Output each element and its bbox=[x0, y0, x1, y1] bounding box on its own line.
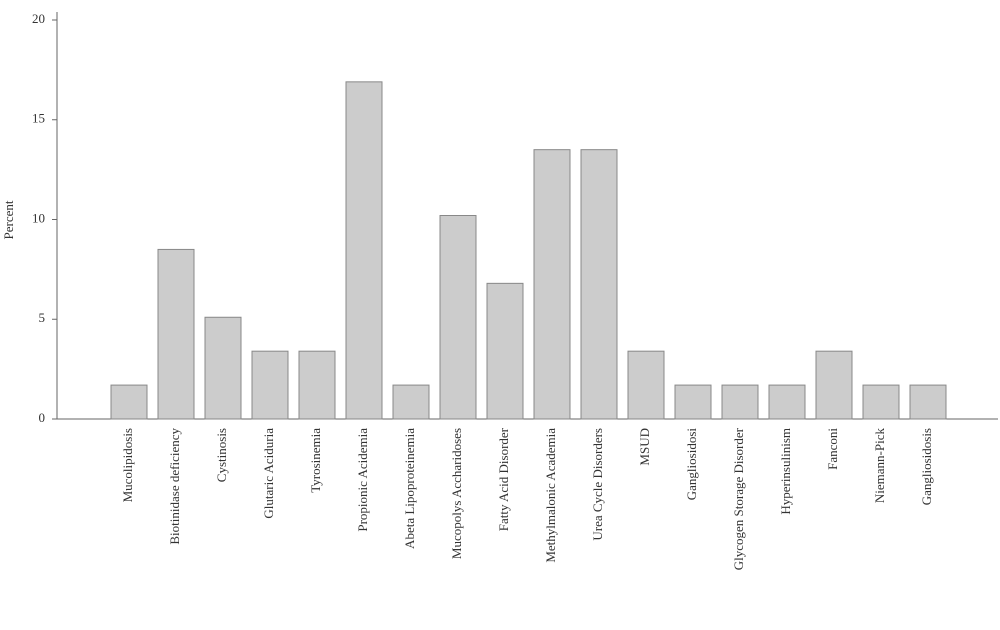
x-tick-label: Mucopolys Accharidoses bbox=[449, 428, 464, 559]
x-tick-label: Gangliosidosis bbox=[919, 428, 934, 505]
x-tick-label: Gangliosidosi bbox=[684, 428, 699, 501]
y-tick-label: 5 bbox=[39, 310, 46, 325]
x-tick-label: MSUD bbox=[637, 428, 652, 466]
x-tick-label: Mucolipidosis bbox=[120, 428, 135, 502]
bar bbox=[674, 384, 712, 420]
x-tick-label: Hyperinsulinism bbox=[778, 428, 793, 515]
bar bbox=[862, 384, 900, 420]
x-tick-label: Fanconi bbox=[825, 428, 840, 470]
x-tick-label: Glycogen Storage Disorder bbox=[731, 427, 746, 570]
bar bbox=[768, 384, 806, 420]
bar bbox=[721, 384, 759, 420]
x-tick-label: Glutaric Aciduria bbox=[261, 428, 276, 519]
bar bbox=[110, 384, 148, 420]
bar bbox=[157, 248, 195, 420]
bar bbox=[439, 215, 477, 420]
x-tick-label: Urea Cycle Disorders bbox=[590, 428, 605, 541]
y-tick-label: 0 bbox=[39, 410, 46, 425]
x-tick-label: Tyrosinemia bbox=[308, 428, 323, 493]
bar bbox=[204, 316, 242, 420]
bar bbox=[251, 350, 289, 420]
y-axis-label: Percent bbox=[1, 200, 16, 239]
bar bbox=[815, 350, 853, 420]
x-tick-label: Fatty Acid Disorder bbox=[496, 427, 511, 531]
x-tick-label: Cystinosis bbox=[214, 428, 229, 482]
bar bbox=[486, 282, 524, 420]
x-tick-label: Biotinidase deficiency bbox=[167, 428, 182, 545]
bar bbox=[345, 81, 383, 420]
y-tick-label: 15 bbox=[32, 111, 45, 126]
y-tick-label: 10 bbox=[32, 210, 45, 225]
x-tick-label: Abeta Lipoproteinemia bbox=[402, 428, 417, 549]
x-tick-label: Propionic Acidemia bbox=[355, 428, 370, 532]
bar bbox=[392, 384, 430, 420]
bar bbox=[533, 149, 571, 420]
bar bbox=[580, 149, 618, 420]
x-tick-label: Methylmalonic Academia bbox=[543, 428, 558, 563]
bar bbox=[298, 350, 336, 420]
bar bbox=[627, 350, 665, 420]
y-tick-label: 20 bbox=[32, 11, 45, 26]
bar bbox=[909, 384, 947, 420]
x-tick-label: Niemann-Pick bbox=[872, 428, 887, 504]
